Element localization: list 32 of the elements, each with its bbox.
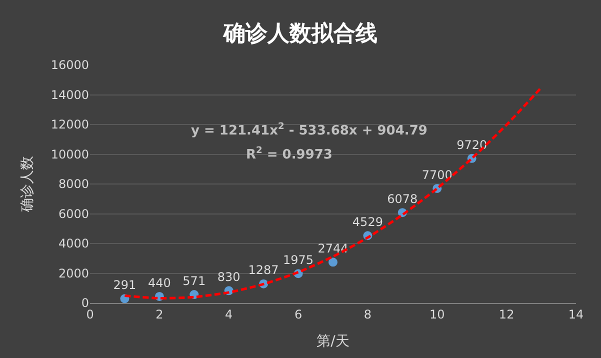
y-tick-label: 8000: [58, 177, 89, 192]
data-label: 440: [148, 276, 171, 290]
x-tick-label: 10: [430, 307, 445, 322]
y-tick-label: 16000: [50, 58, 89, 72]
annotation: y = 121.41x$^{2}$ - 533.68x + 904.79: [191, 122, 428, 138]
x-tick-label: 14: [568, 307, 584, 322]
data-label: 7700: [422, 168, 452, 182]
data-label: 4529: [352, 215, 383, 230]
data-label: 291: [113, 278, 136, 292]
annotation: R$^{2}$ = 0.9973: [246, 146, 332, 162]
y-axis-title: 确诊人数: [19, 156, 36, 213]
data-label: 9720: [456, 138, 488, 152]
data-label: 571: [182, 274, 206, 288]
y-tick-label: 2000: [58, 266, 89, 280]
chart-title: 确诊人数拟合线: [222, 20, 378, 46]
x-tick-label: 4: [225, 307, 233, 322]
x-tick-label: 12: [498, 307, 514, 322]
y-tick-label: 14000: [50, 88, 89, 102]
data-label: 830: [217, 270, 240, 284]
data-label: 1975: [283, 252, 314, 267]
data-label: 1287: [248, 263, 279, 278]
y-tick-label: 4000: [58, 236, 89, 251]
data-label: 6078: [387, 192, 418, 206]
y-tick-label: 6000: [58, 206, 89, 221]
y-tick-label: 0: [81, 296, 89, 310]
y-tick-label: 10000: [50, 147, 89, 162]
y-tick-label: 12000: [50, 118, 89, 132]
x-tick-label: 2: [156, 307, 164, 322]
x-tick-label: 8: [364, 307, 372, 322]
x-tick-label: 6: [294, 307, 302, 322]
x-axis-title: 第/天: [316, 334, 350, 350]
point: [328, 258, 338, 267]
